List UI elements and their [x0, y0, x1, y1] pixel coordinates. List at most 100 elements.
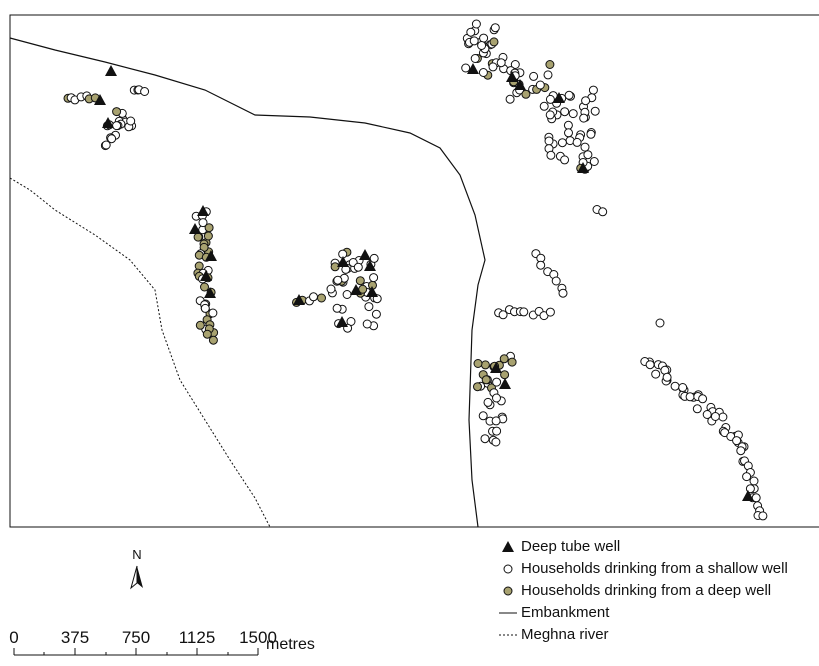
shallow-well-household-marker	[498, 310, 508, 320]
filled-circle-icon	[503, 586, 513, 596]
deep-tube-well-marker	[336, 316, 348, 327]
household-markers	[63, 19, 768, 521]
shallow-well-household-marker	[745, 484, 755, 494]
deep-well-household-marker	[195, 320, 205, 330]
deep-well-household-marker	[317, 293, 326, 303]
legend-item-embankment: Embankment	[497, 602, 819, 624]
meghna-river-line	[9, 177, 271, 528]
shallow-well-household-marker	[564, 128, 573, 138]
shallow-well-household-marker	[309, 292, 318, 302]
deep-tube-well-marker	[94, 94, 106, 105]
deep-tube-well-marker	[359, 249, 371, 260]
deep-well-household-marker	[193, 232, 203, 242]
deep-tube-well-marker	[200, 270, 212, 281]
shallow-well-household-marker	[539, 101, 549, 111]
shallow-well-household-marker	[583, 150, 593, 160]
deep-well-household-marker	[545, 60, 555, 69]
shallow-well-household-marker	[560, 107, 570, 117]
shallow-well-household-marker	[535, 80, 545, 90]
deep-tube-well-marker	[205, 250, 217, 261]
shallow-well-household-marker	[369, 253, 379, 263]
shallow-well-household-marker	[742, 472, 752, 482]
open-circle-icon	[503, 564, 513, 574]
map-panel	[9, 14, 819, 528]
deep-well-household-marker	[473, 382, 482, 392]
shallow-well-household-marker	[477, 41, 487, 50]
shallow-well-household-marker	[698, 394, 708, 404]
deep-tube-well-marker	[102, 117, 114, 128]
deep-well-household-marker	[480, 360, 490, 370]
deep-tube-well-marker	[364, 260, 376, 271]
deep-well-household-marker	[500, 370, 510, 380]
solid-line-icon	[499, 612, 517, 614]
deep-tube-well-marker	[506, 71, 518, 82]
shallow-well-household-marker	[479, 33, 489, 43]
deep-tube-well-marker	[350, 284, 362, 295]
shallow-well-household-marker	[546, 150, 556, 160]
deep-tube-well-marker	[189, 223, 201, 234]
shallow-well-household-marker	[651, 369, 661, 379]
shallow-well-household-marker	[364, 302, 374, 312]
scale-tick-label: 375	[60, 628, 90, 647]
deep-well-household-marker	[481, 375, 491, 385]
legend-label: Households drinking from a deep well	[521, 582, 772, 599]
shallow-well-household-marker	[362, 319, 372, 329]
shallow-well-household-marker	[480, 434, 490, 444]
shallow-well-household-marker	[563, 120, 573, 130]
legend-item-deep-well: Households drinking from a deep well	[497, 580, 819, 602]
shallow-well-household-marker	[126, 116, 136, 126]
shallow-well-household-marker	[469, 36, 479, 46]
shallow-well-household-marker	[471, 19, 481, 29]
shallow-well-household-marker	[505, 94, 515, 104]
deep-tube-well-marker	[467, 63, 479, 74]
shallow-well-household-marker	[470, 54, 480, 63]
scale-tick-label: 1500	[239, 628, 277, 647]
deep-well-household-marker	[355, 276, 365, 286]
shallow-well-household-marker	[736, 446, 746, 456]
deep-tube-well-marker	[490, 362, 502, 373]
shallow-well-household-marker	[590, 106, 600, 116]
shallow-well-household-marker	[545, 110, 555, 120]
shallow-well-household-marker	[342, 290, 352, 299]
shallow-well-household-marker	[692, 404, 702, 414]
shallow-well-household-marker	[545, 307, 555, 317]
shallow-well-household-marker	[101, 140, 111, 150]
shallow-well-household-marker	[551, 276, 561, 286]
shallow-well-household-marker	[598, 207, 608, 217]
shallow-well-household-marker	[568, 109, 578, 119]
shallow-well-household-marker	[488, 62, 498, 72]
shallow-well-household-marker	[519, 307, 529, 317]
deep-tube-well-marker	[742, 490, 754, 501]
shallow-well-household-marker	[580, 142, 590, 152]
deep-well-household-marker	[204, 223, 214, 233]
north-arrow-icon	[130, 565, 143, 590]
deep-well-household-marker	[208, 335, 218, 345]
north-arrow: N	[125, 548, 149, 596]
deep-tube-well-marker	[337, 256, 349, 267]
shallow-well-household-marker	[645, 360, 655, 370]
shallow-well-household-marker	[492, 393, 501, 403]
shallow-well-household-marker	[140, 87, 150, 96]
shallow-well-household-marker	[369, 273, 379, 283]
shallow-well-household-marker	[718, 412, 728, 422]
legend-label: Embankment	[521, 604, 610, 621]
shallow-well-household-marker	[491, 437, 501, 447]
deep-well-household-marker	[202, 329, 212, 339]
dotted-line-icon	[499, 634, 517, 636]
deep-tube-well-marker	[577, 162, 589, 173]
shallow-well-household-marker	[492, 426, 502, 436]
shallow-well-household-marker	[560, 155, 570, 165]
shallow-well-household-marker	[544, 136, 554, 146]
shallow-well-household-marker	[490, 23, 500, 33]
scale-unit-label: metres	[266, 636, 315, 653]
shallow-well-household-marker	[564, 90, 574, 100]
legend-item-shallow-well: Households drinking from a shallow well	[497, 558, 819, 580]
deep-tube-well-marker	[553, 92, 565, 103]
shallow-well-household-marker	[112, 121, 122, 131]
deep-well-household-marker	[112, 107, 122, 117]
deep-well-household-marker	[521, 89, 531, 99]
legend-item-deep-tube-well: Deep tube well	[497, 536, 819, 558]
shallow-well-household-marker	[107, 134, 117, 144]
deep-well-household-marker	[489, 37, 499, 47]
legend-label: Meghna river	[521, 626, 609, 643]
